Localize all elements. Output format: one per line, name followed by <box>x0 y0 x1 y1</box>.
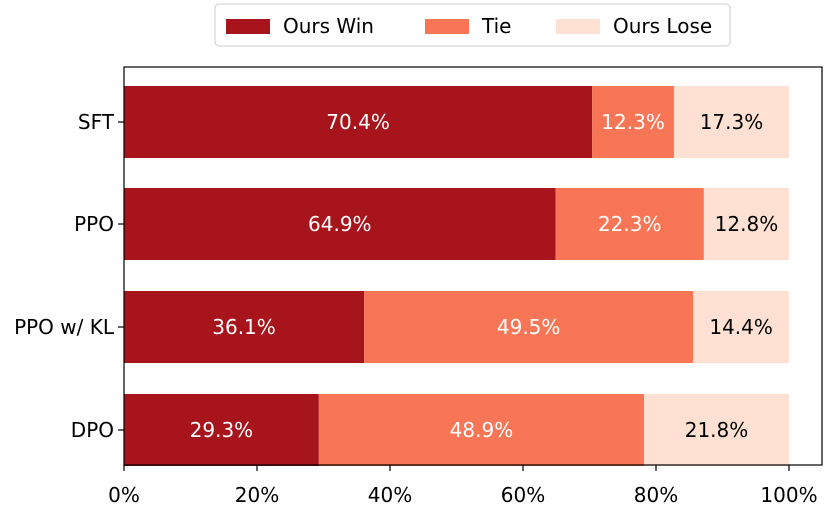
bar-ppo-ours-lose <box>703 188 789 260</box>
x-tick-label-60: 60% <box>501 483 545 507</box>
category-label-sft: SFT <box>78 110 115 134</box>
bar-ppo-ours-win <box>124 188 556 260</box>
data-label-ppo-ours-win: 64.9% <box>308 212 372 236</box>
x-tick-label-0: 0% <box>108 483 140 507</box>
bar-ppo-w-kl-ours-win <box>124 291 365 363</box>
bar-ppo-w-kl-tie <box>364 291 694 363</box>
bar-sft-ours-win <box>124 86 593 158</box>
data-label-dpo-tie: 48.9% <box>450 418 514 442</box>
category-label-dpo: DPO <box>71 418 114 442</box>
bar-ppo-w-kl-ours-lose <box>693 291 789 363</box>
category-label-ppo-w-kl: PPO w/ KL <box>14 315 115 339</box>
bar-sft-tie <box>592 86 674 158</box>
bar-dpo-tie <box>318 394 645 466</box>
data-label-sft-ours-win: 70.4% <box>326 110 390 134</box>
plot-area-frame <box>123 66 823 466</box>
data-label-dpo-ours-win: 29.3% <box>190 418 254 442</box>
x-tick-label-40: 40% <box>368 483 412 507</box>
x-tick-label-80: 80% <box>634 483 678 507</box>
bar-dpo-ours-win <box>124 394 319 466</box>
category-label-ppo: PPO <box>74 212 114 236</box>
data-label-ppo-tie: 22.3% <box>598 212 662 236</box>
data-label-sft-ours-lose: 17.3% <box>700 110 764 134</box>
bar-dpo-ours-lose <box>644 394 789 466</box>
data-label-ppo-w-kl-ours-win: 36.1% <box>212 315 276 339</box>
data-label-dpo-ours-lose: 21.8% <box>685 418 749 442</box>
bar-ppo-tie <box>555 188 704 260</box>
legend-label-tie: Tie <box>481 14 511 38</box>
legend-frame <box>214 3 731 47</box>
y-axis: SFT PPO PPO w/ KL DPO <box>14 110 124 442</box>
bar-sft-ours-lose <box>673 86 789 158</box>
legend-swatch-tie <box>425 19 469 34</box>
legend: Ours Win Tie Ours Lose <box>214 3 731 47</box>
data-label-ppo-ours-lose: 12.8% <box>715 212 779 236</box>
data-label-ppo-w-kl-tie: 49.5% <box>497 315 561 339</box>
data-label-sft-tie: 12.3% <box>601 110 665 134</box>
x-tick-label-20: 20% <box>235 483 279 507</box>
x-axis: 0% 20% 40% 60% 80% 100% <box>108 465 818 507</box>
legend-swatch-ours-lose <box>556 19 600 34</box>
legend-label-ours-lose: Ours Lose <box>613 14 712 38</box>
bars-layer: 70.4% 12.3% 17.3% 64.9% 22.3% 12.8% 36.1% 49.5%… <box>124 86 789 466</box>
x-tick-label-100: 100% <box>760 483 817 507</box>
data-label-ppo-w-kl-ours-lose: 14.4% <box>709 315 773 339</box>
legend-swatch-ours-win <box>226 19 270 34</box>
legend-label-ours-win: Ours Win <box>283 14 374 38</box>
